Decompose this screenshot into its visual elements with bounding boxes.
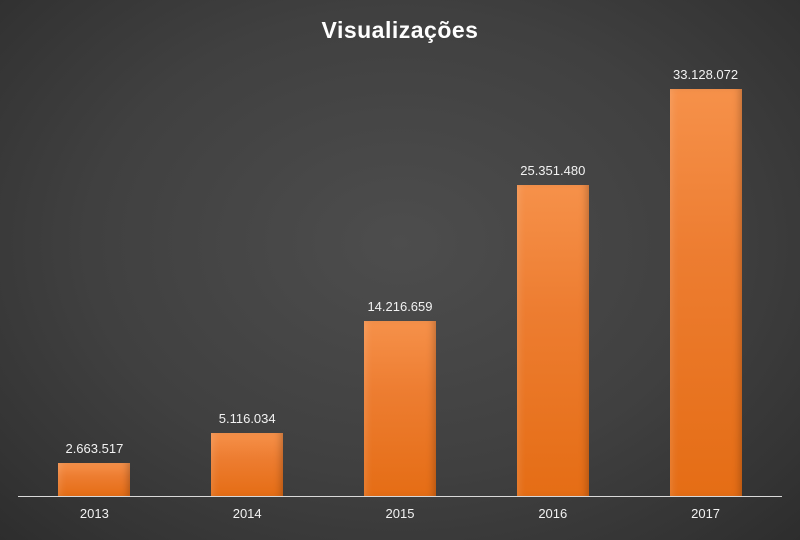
bar-group-2013: 2.663.517 (18, 441, 170, 496)
bar-group-2015: 14.216.659 (324, 299, 476, 496)
x-axis-label-2017: 2017 (691, 506, 721, 521)
bar-group-2017: 33.128.072 (630, 67, 782, 496)
x-axis-label-2015: 2015 (385, 506, 415, 521)
bar-value-label-2014: 5.116.034 (218, 411, 276, 426)
bar-value-label-2016: 25.351.480 (520, 163, 586, 178)
bar-group-2016: 25.351.480 (477, 163, 629, 496)
bar-2014 (211, 433, 284, 496)
bar-2013 (58, 463, 131, 496)
bar-value-label-2017: 33.128.072 (673, 67, 739, 82)
bar-2016 (516, 185, 589, 496)
plot-area: 2.663.517 5.116.034 14.216.659 25.351.480 33… (18, 60, 782, 497)
bar-value-label-2015: 14.216.659 (367, 299, 433, 314)
bar-group-2014: 5.116.034 (171, 411, 323, 496)
x-axis-label-2013: 2013 (79, 506, 109, 521)
x-axis: 2013 2014 2015 2016 2017 (18, 497, 782, 521)
bar-2017 (669, 89, 742, 496)
bar-value-label-2013: 2.663.517 (65, 441, 124, 456)
x-axis-label-2014: 2014 (232, 506, 262, 521)
x-axis-label-2016: 2016 (538, 506, 568, 521)
chart-title: Visualizações (321, 16, 479, 43)
bar-2015 (363, 321, 436, 496)
